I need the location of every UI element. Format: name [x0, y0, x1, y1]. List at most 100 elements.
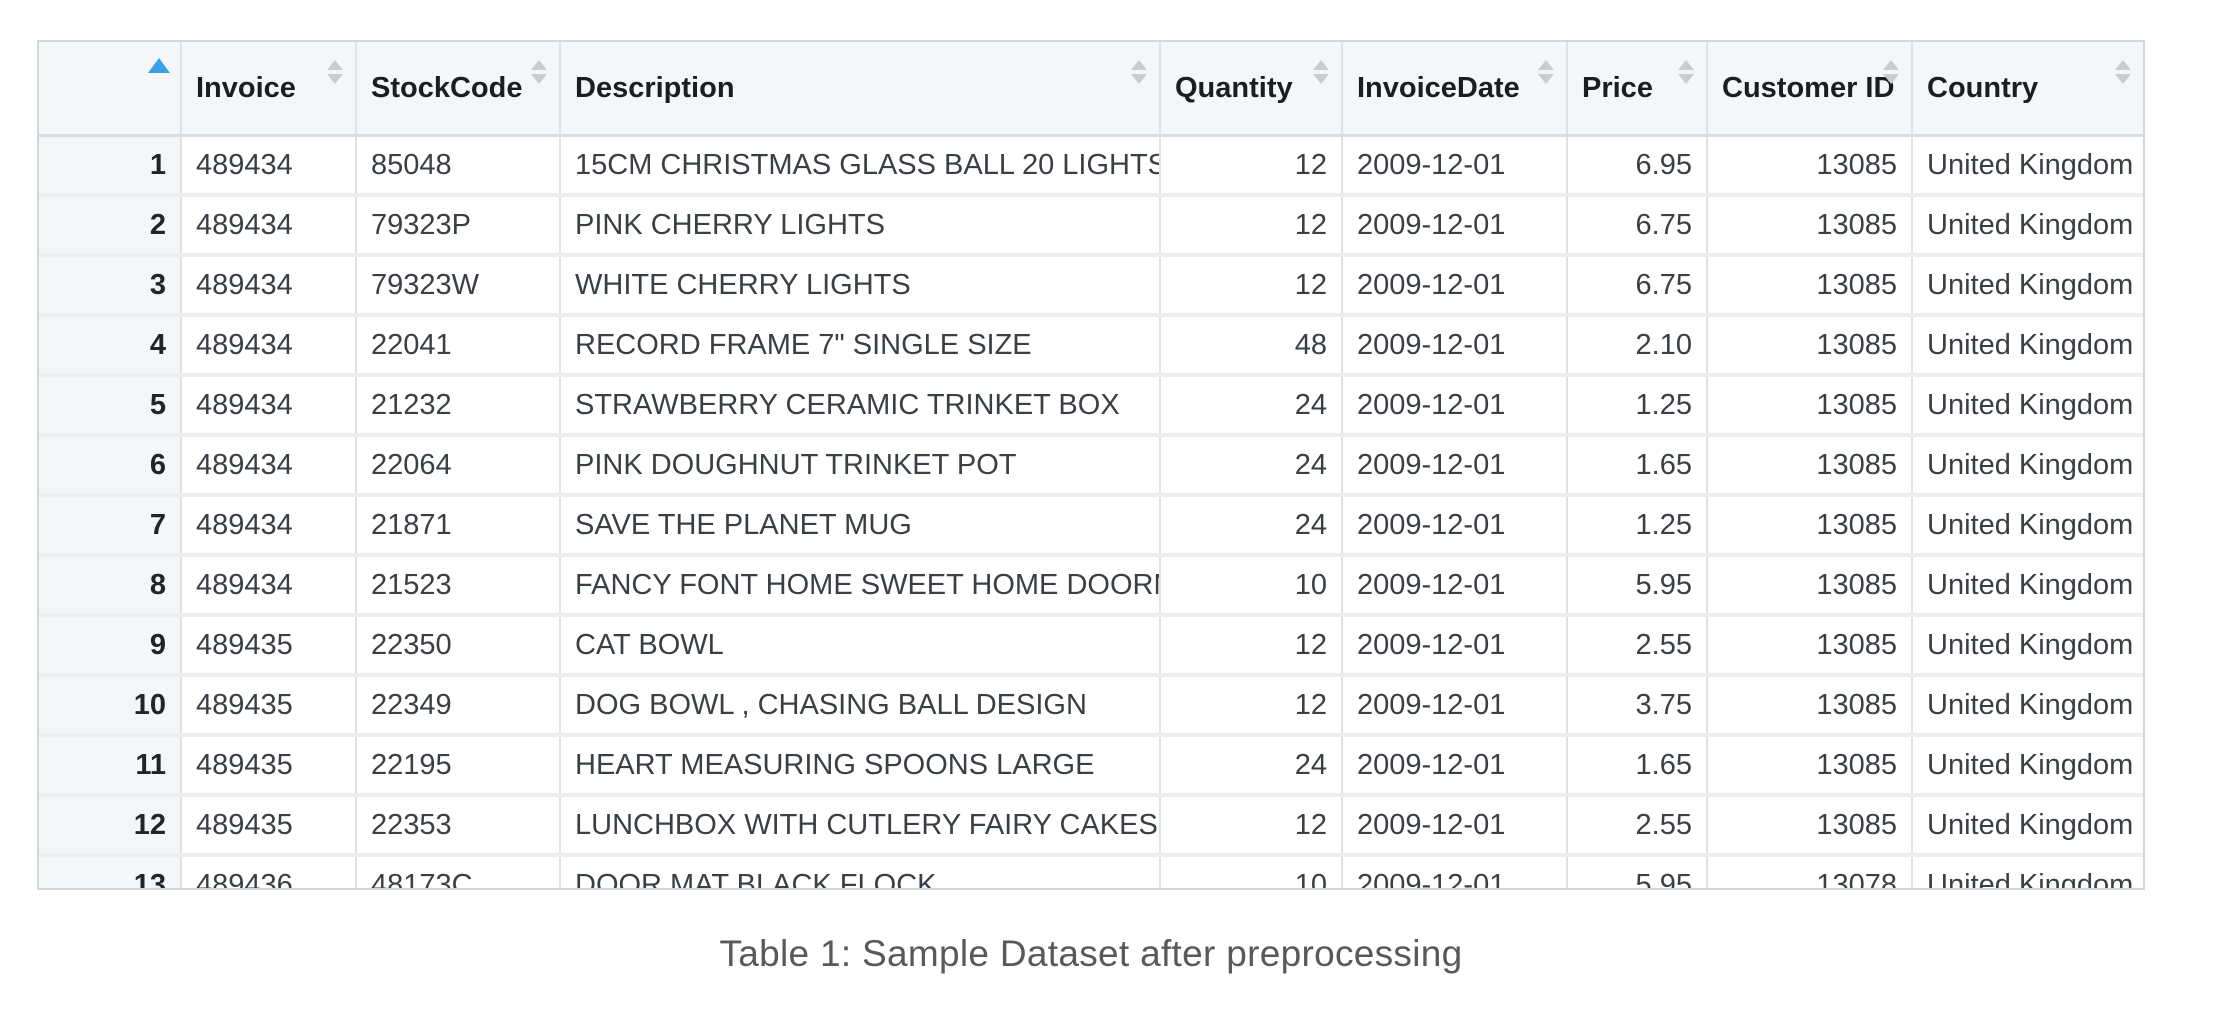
sort-up-arrow — [1678, 60, 1694, 70]
sort-icon — [1313, 60, 1329, 84]
row-index-cell: 10 — [39, 675, 181, 737]
sort-up-arrow — [2115, 60, 2131, 70]
cell-price: 6.75 — [1566, 255, 1707, 317]
cell-stock-code: 22064 — [355, 435, 560, 497]
cell-stock-code: 79323P — [355, 195, 560, 257]
sort-down-arrow — [1131, 74, 1147, 84]
cell-invoice-date: 2009-12-01 — [1341, 255, 1567, 317]
cell-quantity: 10 — [1159, 855, 1342, 888]
cell-country: United Kingdom — [1911, 135, 2143, 197]
column-header-quantity[interactable]: Quantity — [1159, 42, 1342, 137]
column-header-index[interactable] — [39, 42, 181, 137]
table-row: 12 489435 22353 LUNCHBOX WITH CUTLERY FAIRY… — [39, 795, 2143, 857]
cell-invoice-date: 2009-12-01 — [1341, 555, 1567, 617]
cell-price: 6.75 — [1566, 195, 1707, 257]
cell-customer-id: 13085 — [1706, 375, 1912, 437]
cell-invoice-date: 2009-12-01 — [1341, 615, 1567, 677]
cell-stock-code: 85048 — [355, 135, 560, 197]
sample-dataset-table: Invoice StockCode Description Quantity Invoi… — [39, 42, 2143, 888]
table-row: 9 489435 22350 CAT BOWL 12 2009-12-01 2.55 1308… — [39, 615, 2143, 677]
sort-down-arrow — [531, 74, 547, 84]
cell-invoice: 489434 — [180, 495, 356, 557]
cell-description: PINK DOUGHNUT TRINKET POT — [559, 435, 1160, 497]
cell-price: 2.55 — [1566, 795, 1707, 857]
table-row: 7 489434 21871 SAVE THE PLANET MUG 24 2009-12… — [39, 495, 2143, 557]
cell-customer-id: 13085 — [1706, 495, 1912, 557]
cell-stock-code: 79323W — [355, 255, 560, 317]
column-header-invoice-date[interactable]: InvoiceDate — [1341, 42, 1567, 137]
table-row: 2 489434 79323P PINK CHERRY LIGHTS 12 2009-12… — [39, 195, 2143, 257]
column-header-invoice[interactable]: Invoice — [180, 42, 356, 137]
cell-customer-id: 13078 — [1706, 855, 1912, 888]
cell-price: 5.95 — [1566, 855, 1707, 888]
cell-country: United Kingdom — [1911, 615, 2143, 677]
sort-down-arrow — [327, 74, 343, 84]
cell-country: United Kingdom — [1911, 375, 2143, 437]
sort-up-arrow — [327, 60, 343, 70]
cell-description: CAT BOWL — [559, 615, 1160, 677]
cell-invoice: 489434 — [180, 315, 356, 377]
row-index-cell: 12 — [39, 795, 181, 857]
cell-customer-id: 13085 — [1706, 135, 1912, 197]
cell-quantity: 24 — [1159, 435, 1342, 497]
cell-stock-code: 48173C — [355, 855, 560, 888]
row-index-cell: 7 — [39, 495, 181, 557]
cell-invoice: 489434 — [180, 375, 356, 437]
sort-down-arrow — [1538, 74, 1554, 84]
table-row: 4 489434 22041 RECORD FRAME 7" SINGLE SIZE 4… — [39, 315, 2143, 377]
column-header-country[interactable]: Country — [1911, 42, 2143, 137]
cell-price: 3.75 — [1566, 675, 1707, 737]
column-header-label: Customer ID — [1722, 71, 1895, 104]
cell-country: United Kingdom — [1911, 495, 2143, 557]
cell-quantity: 24 — [1159, 735, 1342, 797]
cell-description: STRAWBERRY CERAMIC TRINKET BOX — [559, 375, 1160, 437]
cell-stock-code: 22041 — [355, 315, 560, 377]
cell-description: PINK CHERRY LIGHTS — [559, 195, 1160, 257]
row-index-cell: 5 — [39, 375, 181, 437]
cell-invoice: 489435 — [180, 795, 356, 857]
cell-quantity: 12 — [1159, 255, 1342, 317]
column-header-customer-id[interactable]: Customer ID — [1706, 42, 1912, 137]
column-header-label: StockCode — [371, 71, 523, 104]
cell-invoice-date: 2009-12-01 — [1341, 135, 1567, 197]
table-row: 5 489434 21232 STRAWBERRY CERAMIC TRINKET B… — [39, 375, 2143, 437]
cell-invoice: 489435 — [180, 675, 356, 737]
column-header-label: InvoiceDate — [1357, 71, 1520, 104]
row-index-cell: 3 — [39, 255, 181, 317]
cell-stock-code: 21232 — [355, 375, 560, 437]
sort-up-arrow — [1883, 60, 1899, 70]
cell-country: United Kingdom — [1911, 675, 2143, 737]
cell-price: 5.95 — [1566, 555, 1707, 617]
sort-down-arrow — [1313, 74, 1329, 84]
column-header-label: Quantity — [1175, 71, 1293, 104]
cell-country: United Kingdom — [1911, 735, 2143, 797]
cell-description: FANCY FONT HOME SWEET HOME DOORMAT — [559, 555, 1160, 617]
table-row: 11 489435 22195 HEART MEASURING SPOONS LARG… — [39, 735, 2143, 797]
column-header-label: Description — [575, 71, 735, 104]
column-header-price[interactable]: Price — [1566, 42, 1707, 137]
row-index-cell: 9 — [39, 615, 181, 677]
cell-customer-id: 13085 — [1706, 435, 1912, 497]
cell-quantity: 12 — [1159, 615, 1342, 677]
data-table-scroll-container[interactable]: Invoice StockCode Description Quantity Invoi… — [37, 40, 2145, 890]
row-index-cell: 13 — [39, 855, 181, 888]
sort-icon — [1131, 60, 1147, 84]
cell-price: 1.25 — [1566, 375, 1707, 437]
cell-quantity: 10 — [1159, 555, 1342, 617]
column-header-label: Invoice — [196, 71, 296, 104]
cell-country: United Kingdom — [1911, 255, 2143, 317]
cell-invoice-date: 2009-12-01 — [1341, 315, 1567, 377]
table-row: 13 489436 48173C DOOR MAT BLACK FLOCK 10 2009… — [39, 855, 2143, 888]
cell-description: SAVE THE PLANET MUG — [559, 495, 1160, 557]
cell-stock-code: 22195 — [355, 735, 560, 797]
table-row: 1 489434 85048 15CM CHRISTMAS GLASS BALL 20… — [39, 135, 2143, 197]
cell-country: United Kingdom — [1911, 195, 2143, 257]
cell-quantity: 12 — [1159, 135, 1342, 197]
sort-icon — [531, 60, 547, 84]
cell-country: United Kingdom — [1911, 315, 2143, 377]
column-header-stock-code[interactable]: StockCode — [355, 42, 560, 137]
cell-invoice-date: 2009-12-01 — [1341, 375, 1567, 437]
cell-invoice: 489434 — [180, 555, 356, 617]
cell-stock-code: 22350 — [355, 615, 560, 677]
column-header-description[interactable]: Description — [559, 42, 1160, 137]
